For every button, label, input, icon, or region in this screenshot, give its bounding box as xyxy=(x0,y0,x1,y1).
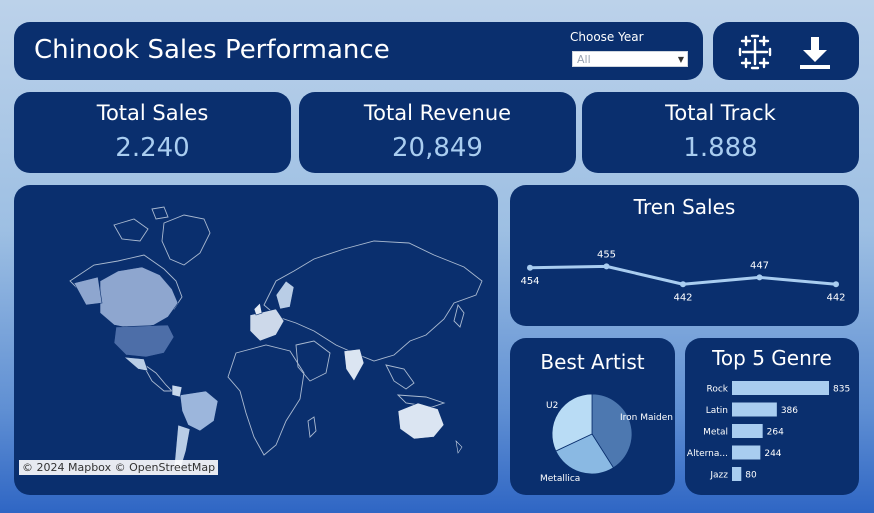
kpi-label: Total Track xyxy=(665,101,776,125)
bar-category-label: Jazz xyxy=(709,471,728,481)
kpi-total-sales: Total Sales 2.240 xyxy=(14,92,291,173)
chevron-down-icon: ▼ xyxy=(677,55,684,64)
pie-slice[interactable] xyxy=(555,433,614,475)
bar-category-label: Rock xyxy=(706,385,728,395)
kpi-value: 1.888 xyxy=(683,133,758,163)
genre-bar[interactable] xyxy=(732,381,829,395)
bar-value-label: 386 xyxy=(781,406,798,416)
tableau-logo-icon[interactable] xyxy=(737,34,773,70)
kpi-label: Total Revenue xyxy=(363,101,512,125)
genre-bar[interactable] xyxy=(732,445,761,460)
map-region-greenland xyxy=(161,214,211,266)
map-country-brazil xyxy=(179,390,219,432)
bar-value-label: 835 xyxy=(833,385,850,395)
trend-point[interactable] xyxy=(527,264,533,271)
map-region-africa xyxy=(227,344,305,456)
kpi-value: 20,849 xyxy=(392,133,483,163)
best-artist-panel: Best Artist Iron Maiden Metallica U2 xyxy=(510,338,675,495)
trend-line-chart[interactable]: 454 455 442 447 442 xyxy=(510,185,859,326)
bar-category-label: Alterna... xyxy=(687,449,728,459)
bar-value-label: 80 xyxy=(745,471,757,481)
genre-chart-title: Top 5 Genre xyxy=(712,346,832,370)
map-region-middle-east xyxy=(295,340,331,382)
year-filter-label: Choose Year xyxy=(570,30,644,44)
bar-category-label: Metal xyxy=(703,428,728,438)
genre-bar-chart[interactable]: Rock 835 Latin 386 Metal 264 Alterna... 244 Jazz… xyxy=(685,338,859,495)
header-bar: Chinook Sales Performance Choose Year Al… xyxy=(14,22,703,80)
trend-data-label: 442 xyxy=(673,292,692,303)
map-country-new-zealand xyxy=(455,440,463,454)
kpi-value: 2.240 xyxy=(115,133,190,163)
bar-category-label: Latin xyxy=(706,406,728,416)
map-attribution[interactable]: © 2024 Mapbox © OpenStreetMap xyxy=(19,460,219,475)
trend-sales-panel: Tren Sales 454 455 442 447 442 xyxy=(510,185,859,326)
kpi-total-revenue: Total Revenue 20,849 xyxy=(299,92,576,173)
map-country-europe xyxy=(249,308,285,342)
year-filter-value: All xyxy=(577,53,591,66)
trend-data-label: 442 xyxy=(826,292,845,303)
artist-pie-chart[interactable]: Iron Maiden Metallica U2 xyxy=(510,338,675,495)
kpi-total-track: Total Track 1.888 xyxy=(582,92,859,173)
trend-point[interactable] xyxy=(756,274,763,281)
action-icons-panel xyxy=(713,22,859,80)
trend-point[interactable] xyxy=(833,281,839,288)
pie-label: Iron Maiden xyxy=(620,413,673,423)
map-region-eurasia xyxy=(263,240,483,362)
pie-label: Metallica xyxy=(540,474,580,484)
trend-data-label: 455 xyxy=(597,249,616,260)
trend-data-label: 447 xyxy=(750,260,769,271)
world-map-panel[interactable]: © 2024 Mapbox © OpenStreetMap xyxy=(14,185,498,495)
download-icon[interactable] xyxy=(797,34,833,70)
map-region-arctic-islands xyxy=(113,206,169,242)
genre-bar[interactable] xyxy=(732,424,763,438)
map-country-colombia xyxy=(171,384,183,398)
map-region-southeast-asia xyxy=(385,364,446,408)
map-country-uk xyxy=(253,302,263,316)
genre-bar[interactable] xyxy=(732,402,777,417)
map-country-australia xyxy=(397,402,445,440)
map-region-japan xyxy=(453,303,465,328)
map-country-canada xyxy=(99,266,179,330)
top-genre-panel: Top 5 Genre Rock 835 Latin 386 Metal 264 Alter… xyxy=(685,338,859,495)
trend-point[interactable] xyxy=(603,263,610,270)
trend-point[interactable] xyxy=(680,281,686,288)
map-country-mexico xyxy=(123,356,149,372)
bar-value-label: 264 xyxy=(767,428,784,438)
pie-label: U2 xyxy=(546,401,558,411)
map-country-alaska xyxy=(73,276,103,306)
dashboard-title: Chinook Sales Performance xyxy=(34,35,390,65)
bar-value-label: 244 xyxy=(764,449,781,459)
genre-bar[interactable] xyxy=(732,467,742,481)
map-country-usa xyxy=(113,324,175,358)
map-country-scandinavia xyxy=(275,280,295,310)
map-region-madagascar xyxy=(307,416,317,438)
world-map[interactable] xyxy=(14,185,498,495)
pie-slice[interactable] xyxy=(551,393,593,452)
year-filter-dropdown[interactable]: All ▼ xyxy=(572,51,688,67)
map-country-india xyxy=(343,348,365,382)
artist-chart-title: Best Artist xyxy=(540,350,645,374)
trend-chart-title: Tren Sales xyxy=(633,195,736,219)
trend-data-label: 454 xyxy=(520,276,539,287)
kpi-label: Total Sales xyxy=(96,101,209,125)
